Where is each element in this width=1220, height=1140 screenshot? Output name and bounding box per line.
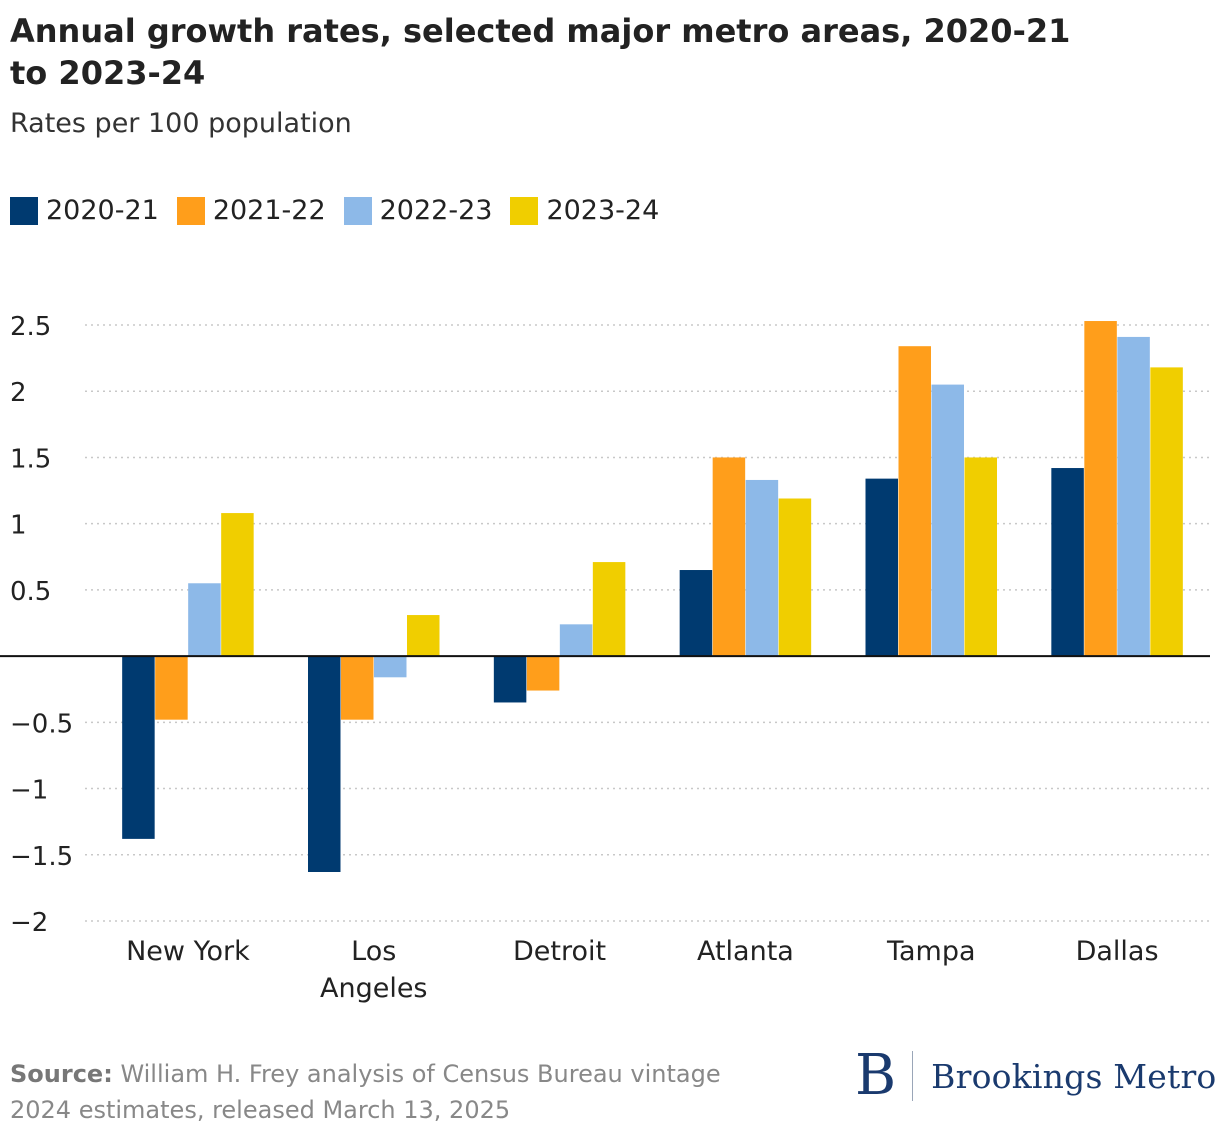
logo-mark: B [855,1043,897,1108]
y-tick-label: −1 [10,776,48,806]
legend-swatch [510,196,539,225]
bar [526,656,560,691]
bar [407,615,440,657]
legend-swatch [176,196,205,225]
x-category-label: Los [351,936,396,967]
chart-subtitle: Rates per 100 population [10,108,352,139]
x-category-label: Detroit [513,936,606,967]
y-tick-label: 2.5 [10,312,51,342]
y-tick-label: 2 [10,378,27,408]
x-category-label: Tampa [886,936,976,967]
y-tick-label: −2 [10,908,48,938]
y-tick-label: 0.5 [10,577,51,607]
legend-label: 2021-22 [212,195,326,226]
bar [898,346,931,657]
brookings-metro-logo: B Brookings Metro [855,1045,1217,1107]
bar [374,656,407,678]
bar [865,478,898,657]
source-note: Source: William H. Frey analysis of Cens… [10,1056,770,1128]
bar-chart: 2.5 2 1.5 1 0.5 −0.5 −1 −1.5 −2 New York Los Angele… [0,312,1210,1004]
bar [1117,336,1150,657]
legend: 2020-21 2021-22 2022-23 2023-24 [10,195,677,226]
bar [1150,367,1183,657]
legend-item-2021-22: 2021-22 [176,195,326,226]
bar [155,656,188,720]
logo-divider [912,1051,914,1101]
y-tick-label: −0.5 [10,709,73,739]
bar [964,457,997,657]
x-category-label: Atlanta [697,936,794,967]
legend-swatch [343,196,372,225]
legend-item-2023-24: 2023-24 [510,195,659,226]
legend-label: 2020-21 [46,195,159,226]
bar [712,457,746,657]
x-category-label: New York [126,936,250,967]
bar [493,656,527,703]
y-tick-label: 1 [10,511,27,541]
logo-text: Brookings Metro [931,1056,1217,1096]
bar [188,583,221,657]
bar [679,570,713,657]
bar [592,562,626,657]
legend-item-2022-23: 2022-23 [343,195,493,226]
x-category-label: Angeles [320,973,428,1004]
legend-swatch [10,196,38,225]
bar [1051,468,1084,657]
x-category-label: Dallas [1076,936,1159,967]
bar [745,479,779,657]
bar [122,656,155,839]
bar [778,498,812,657]
bar [559,624,593,657]
bar [931,384,964,657]
source-label: Source: [10,1060,113,1088]
bar [1084,321,1117,657]
legend-label: 2023-24 [546,195,660,226]
y-tick-label: 1.5 [10,444,51,474]
bar [221,513,254,657]
legend-item-2020-21: 2020-21 [10,195,159,226]
y-tick-label: −1.5 [10,842,73,872]
bar [308,656,341,872]
bar [341,656,374,720]
source-text: William H. Frey analysis of Census Burea… [10,1060,721,1124]
legend-label: 2022-23 [379,195,493,226]
chart-title: Annual growth rates, selected major metr… [10,12,1071,92]
